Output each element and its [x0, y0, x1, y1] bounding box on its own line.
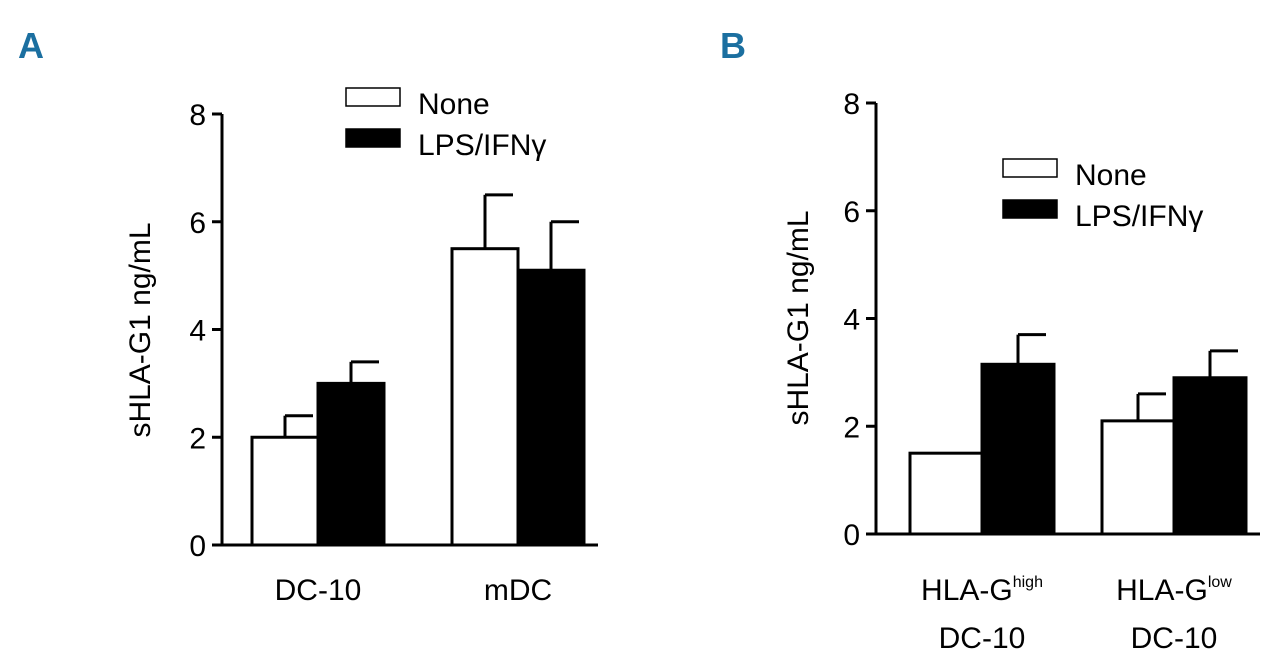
y-tick-label: 2	[189, 422, 206, 455]
bar	[450, 247, 520, 547]
bar	[908, 451, 984, 536]
legend-label: None	[418, 88, 490, 121]
category-label: HLA-Ghigh	[921, 574, 1043, 607]
bar	[250, 435, 320, 547]
legend-label: LPS/IFNγ	[1075, 200, 1203, 233]
legend-label: LPS/IFNγ	[418, 129, 546, 162]
y-tick-label: 2	[843, 411, 860, 444]
category-label-line2: DC-10	[1131, 622, 1218, 655]
category-label-sup: low	[1208, 574, 1232, 591]
legend-swatch	[1002, 158, 1058, 178]
category-label-line2: DC-10	[939, 622, 1026, 655]
bar	[1100, 419, 1176, 536]
y-tick-label: 6	[843, 196, 860, 229]
bar	[516, 268, 586, 547]
y-tick-label: 4	[843, 304, 860, 337]
category-label: HLA-Glow	[1116, 574, 1232, 607]
y-axis-title: sHLA-G1 ng/mL	[124, 222, 157, 437]
panel-a-chart: 0 2 4 6 8 sHLA-G1 ng/mL DC-10 mDC None LPS/IFNγ	[124, 87, 598, 607]
panel-a-letter: A	[18, 25, 44, 66]
category-label-sup: high	[1013, 574, 1043, 591]
panel-b-chart: 0 2 4 6 8 sHLA-G1 ng/mL HLA-Ghigh DC-10 HLA-Glow…	[782, 88, 1260, 655]
y-tick-label: 6	[189, 207, 206, 240]
y-tick-label: 8	[189, 99, 206, 132]
legend-swatch	[345, 128, 401, 148]
y-tick-label: 4	[189, 315, 206, 348]
panel-b-letter: B	[720, 25, 746, 66]
legend-swatch	[1002, 199, 1058, 219]
bar	[980, 362, 1056, 536]
category-label: DC-10	[275, 574, 362, 607]
category-label: mDC	[484, 574, 552, 607]
y-tick-label: 0	[189, 530, 206, 563]
y-tick-label: 0	[843, 519, 860, 552]
bar	[316, 381, 386, 547]
y-axis-title: sHLA-G1 ng/mL	[782, 210, 815, 425]
y-tick-label: 8	[843, 88, 860, 121]
legend-label: None	[1075, 159, 1147, 192]
legend-swatch	[345, 87, 401, 107]
bar	[1172, 376, 1248, 536]
